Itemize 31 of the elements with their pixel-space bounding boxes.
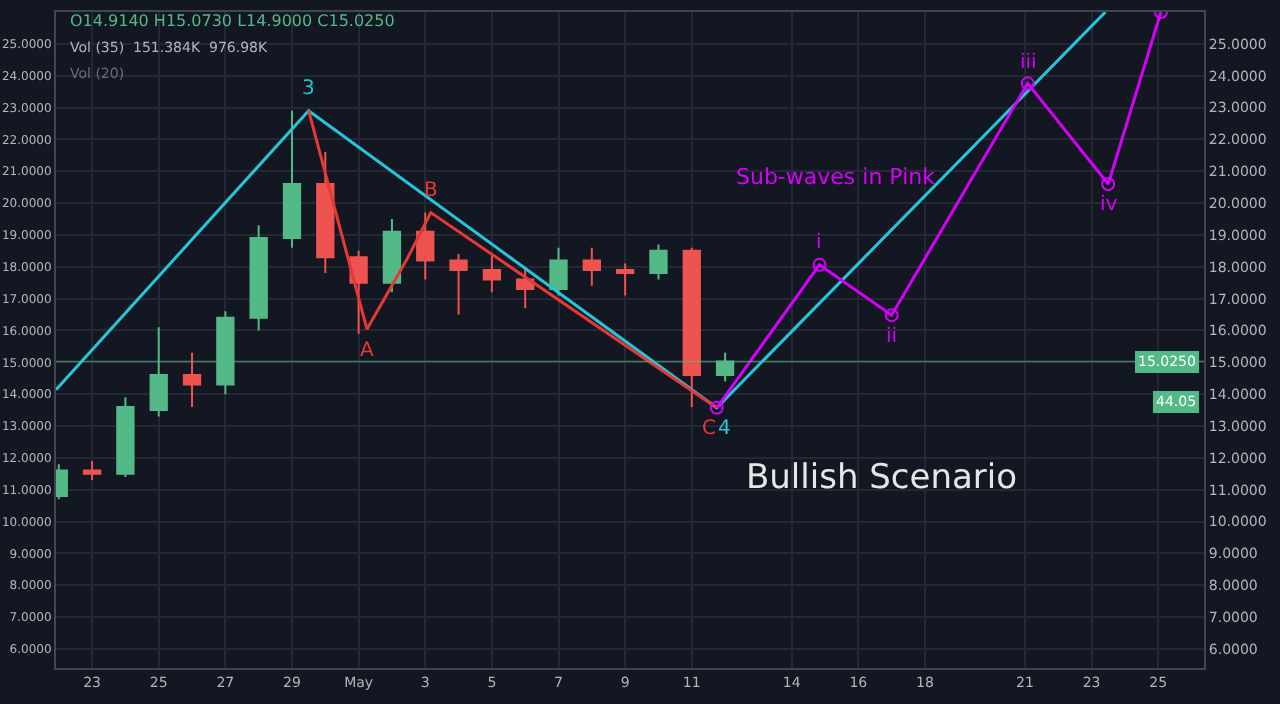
candlestick bbox=[615, 262, 635, 297]
annotation: iii bbox=[1020, 52, 1037, 74]
candlestick bbox=[182, 351, 202, 408]
candlestick bbox=[549, 246, 568, 297]
candlestick bbox=[349, 249, 368, 335]
candlestick bbox=[282, 109, 302, 249]
annotation: B bbox=[424, 180, 438, 202]
candlestick bbox=[149, 326, 168, 418]
annotation: O14.9140 H15.0730 L14.9000 C15.0250 bbox=[70, 12, 395, 30]
candlestick bbox=[682, 246, 701, 408]
annotation: iv bbox=[1100, 194, 1118, 216]
annotation: Bullish Scenario bbox=[746, 458, 1018, 498]
candlestick bbox=[582, 246, 601, 287]
candlestick bbox=[116, 396, 135, 478]
candlestick bbox=[82, 460, 102, 482]
annotation: C bbox=[702, 418, 716, 440]
annotation: ii bbox=[886, 326, 898, 348]
annotation: Sub-waves in Pink bbox=[736, 164, 937, 190]
candlestick bbox=[249, 224, 268, 332]
candlestick bbox=[715, 351, 735, 383]
annotation: 4 bbox=[718, 418, 731, 440]
candlestick bbox=[216, 310, 235, 396]
candlestick bbox=[649, 243, 668, 281]
candlestick bbox=[416, 211, 435, 281]
candlestick bbox=[382, 218, 402, 294]
annotation: 3 bbox=[302, 78, 315, 100]
candlestick bbox=[316, 151, 335, 275]
candlestick bbox=[482, 253, 502, 294]
annotation: A bbox=[360, 340, 374, 362]
candlestick bbox=[449, 253, 468, 316]
annotation: i bbox=[816, 232, 822, 254]
